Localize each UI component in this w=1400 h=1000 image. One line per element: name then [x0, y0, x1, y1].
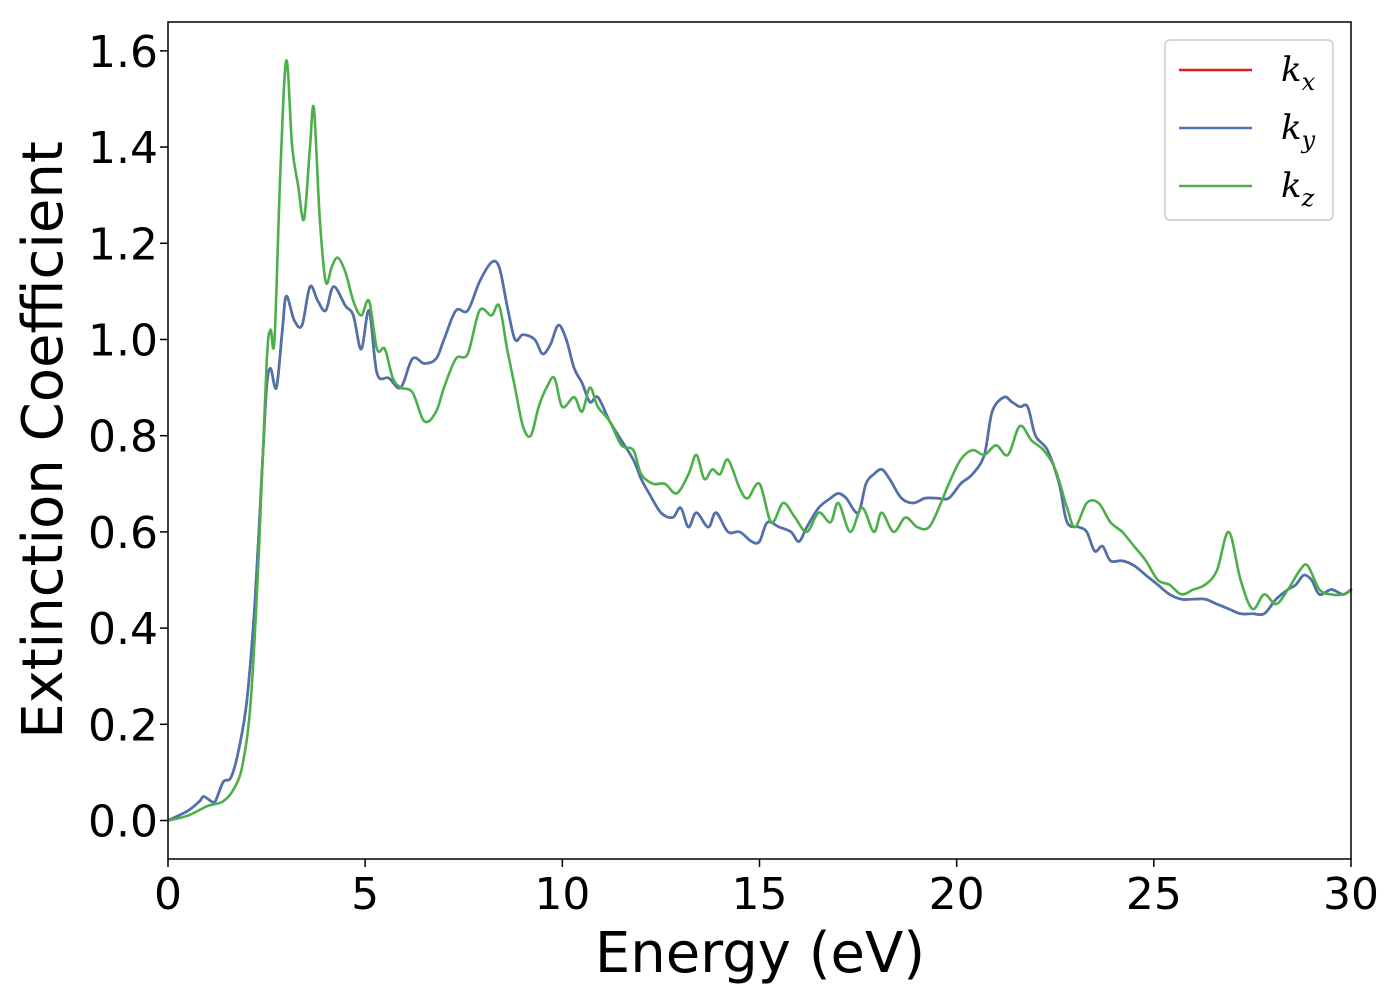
legend-label-kz: kz [1281, 166, 1315, 212]
x-axis: 0 5 10 15 20 25 30 [154, 859, 1379, 920]
legend-frame [1164, 39, 1334, 221]
x-tick-label: 10 [534, 869, 590, 920]
x-tick-label: 20 [929, 869, 985, 920]
x-axis-title: Energy (eV) [595, 921, 925, 986]
legend-label-subscript: z [1301, 184, 1315, 212]
legend-label-subscript: y [1301, 126, 1316, 154]
legend-label-ky: ky [1281, 108, 1316, 154]
x-tick-label: 25 [1126, 869, 1182, 920]
x-tick-label: 5 [351, 869, 379, 920]
series-line-kz [166, 59, 1353, 822]
legend-label-kx: kx [1281, 50, 1316, 96]
plot-area [168, 22, 1351, 859]
y-tick-label: 1.6 [88, 27, 158, 78]
y-axis: 0.0 0.2 0.4 0.6 0.8 1.0 1.2 1.4 1.6 [88, 27, 168, 848]
y-tick-label: 0.4 [88, 604, 158, 655]
y-tick-label: 1.2 [88, 219, 158, 270]
x-tick-label: 15 [732, 869, 788, 920]
y-tick-label: 0.8 [88, 412, 158, 463]
y-tick-label: 1.0 [88, 315, 158, 366]
y-axis-title: Extinction Coefficient [11, 141, 76, 739]
series-line-ky [166, 259, 1353, 822]
y-tick-label: 0.0 [88, 797, 158, 848]
y-tick-label: 0.2 [88, 700, 158, 751]
legend-label-base: k [1281, 50, 1302, 90]
legend-label-subscript: x [1302, 68, 1316, 96]
series-layer [166, 59, 1353, 822]
y-tick-label: 0.6 [88, 508, 158, 559]
legend-label-base: k [1281, 166, 1302, 206]
x-tick-label: 30 [1323, 869, 1379, 920]
legend-label-base: k [1281, 108, 1302, 148]
y-tick-label: 1.4 [88, 123, 158, 174]
x-tick-label: 0 [154, 869, 182, 920]
